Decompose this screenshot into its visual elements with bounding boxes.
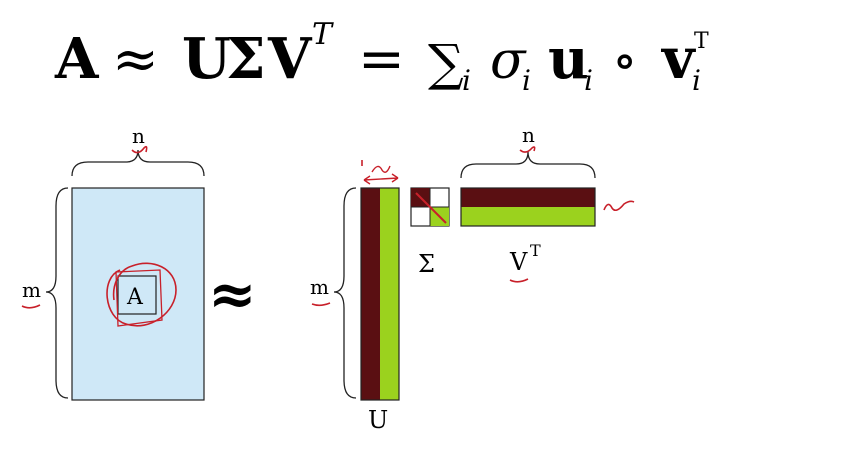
svd-formula: A ≈ U Σ V T = ∑ i σ i u i ∘ v T i: [54, 17, 709, 97]
formula-sigma: σ: [490, 31, 527, 91]
formula-V: V: [267, 26, 313, 92]
formula-approx: ≈: [112, 27, 159, 92]
label-A-box: [117, 275, 157, 315]
annotation-U-width-arrow: [363, 173, 399, 185]
formula-superscript-T: T: [312, 17, 334, 52]
matrix-VT-border: [460, 187, 596, 227]
formula-u-index: i: [584, 64, 593, 97]
label-U: U: [368, 406, 388, 434]
label-VT-superscript: T: [530, 241, 541, 260]
annotation-r-top: [371, 165, 391, 173]
formula-sum: ∑: [428, 34, 464, 92]
formula-sum-index: i: [462, 64, 471, 97]
matrix-A: [71, 187, 205, 401]
label-A: A: [126, 285, 144, 310]
formula-v: v: [660, 26, 696, 92]
formula-U: U: [182, 26, 231, 92]
annotation-r-right: [603, 200, 635, 212]
brace-n-left: [71, 149, 205, 177]
annotation-m-left: [21, 304, 41, 309]
label-m-right: m: [310, 275, 329, 299]
label-n-right: n: [522, 123, 535, 147]
label-n-left: n: [132, 124, 145, 148]
approx-symbol: ≈: [208, 260, 257, 328]
brace-m-left: [45, 187, 69, 399]
annotation-n-left: [131, 145, 148, 154]
matrix-VT-row-2: [461, 207, 595, 226]
matrix-U-column-2: [380, 188, 399, 400]
annotation-A-box: [115, 269, 163, 327]
matrix-U-column-1: [361, 188, 380, 400]
formula-circ: ∘: [612, 31, 638, 91]
label-m-left: m: [22, 278, 41, 302]
matrix-VT-row-1: [461, 188, 595, 207]
annotation-m-right: [311, 302, 331, 307]
formula-Sigma: Σ: [226, 26, 266, 92]
matrix-U-border: [360, 187, 400, 401]
formula-sigma-index: i: [522, 64, 531, 97]
label-Sigma: Σ: [418, 250, 435, 278]
annotation-Sigma-diagonal: [415, 192, 447, 224]
formula-u: u: [548, 26, 589, 92]
formula-equals: =: [358, 27, 405, 92]
annotation-VT-underline: [509, 278, 529, 283]
formula-v-superscript-T: T: [694, 29, 709, 54]
brace-n-right: [460, 151, 596, 179]
formula-A: A: [54, 26, 100, 92]
brace-m-right: [333, 187, 357, 399]
formula-v-index: i: [692, 64, 701, 97]
label-VT: V: [509, 248, 528, 276]
annotation-A-circle: [106, 262, 177, 327]
annotation-n-right: [519, 146, 536, 153]
